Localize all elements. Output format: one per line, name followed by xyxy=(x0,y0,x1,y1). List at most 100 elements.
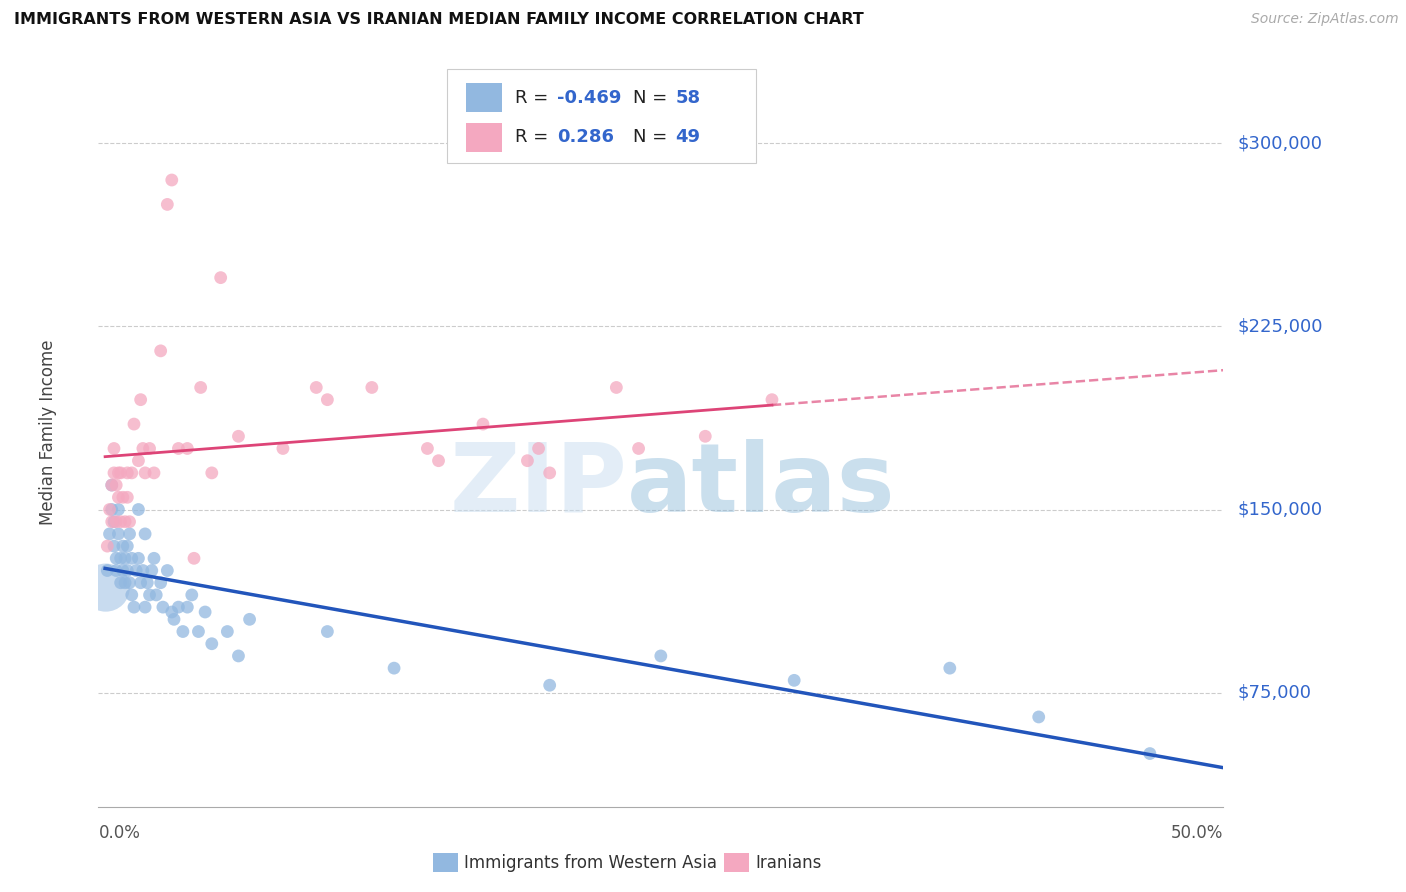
Point xyxy=(163,612,186,626)
Point xyxy=(217,624,239,639)
Point xyxy=(156,197,179,211)
Point xyxy=(129,575,152,590)
Point xyxy=(209,270,232,285)
Point xyxy=(305,380,328,394)
Point xyxy=(100,478,122,492)
Point xyxy=(110,551,132,566)
Point xyxy=(316,624,339,639)
Point xyxy=(98,527,121,541)
Point xyxy=(100,515,122,529)
Point xyxy=(538,678,561,692)
Text: Immigrants from Western Asia: Immigrants from Western Asia xyxy=(464,854,717,871)
Point xyxy=(145,588,167,602)
Point xyxy=(141,564,163,578)
Point xyxy=(176,600,198,615)
Point xyxy=(118,575,141,590)
Text: R =: R = xyxy=(515,128,554,146)
Text: Iranians: Iranians xyxy=(755,854,821,871)
Text: N =: N = xyxy=(633,128,672,146)
Point xyxy=(111,539,134,553)
Point xyxy=(132,564,155,578)
Point xyxy=(127,453,149,467)
Point xyxy=(110,466,132,480)
Text: $225,000: $225,000 xyxy=(1237,318,1323,335)
Point xyxy=(472,417,495,431)
Point xyxy=(201,466,224,480)
Point xyxy=(105,478,128,492)
Point xyxy=(114,515,136,529)
Text: 50.0%: 50.0% xyxy=(1171,824,1223,842)
Point xyxy=(382,661,405,675)
Point xyxy=(107,466,129,480)
Point xyxy=(201,637,224,651)
Point xyxy=(149,343,172,358)
FancyBboxPatch shape xyxy=(447,70,756,163)
Text: Source: ZipAtlas.com: Source: ZipAtlas.com xyxy=(1251,12,1399,26)
Point xyxy=(121,466,143,480)
Point xyxy=(118,527,141,541)
Point xyxy=(761,392,783,407)
Text: IMMIGRANTS FROM WESTERN ASIA VS IRANIAN MEDIAN FAMILY INCOME CORRELATION CHART: IMMIGRANTS FROM WESTERN ASIA VS IRANIAN … xyxy=(14,12,863,27)
Text: 0.286: 0.286 xyxy=(557,128,614,146)
Point xyxy=(134,466,156,480)
Point xyxy=(136,575,159,590)
Point xyxy=(127,551,149,566)
Point xyxy=(107,527,129,541)
Point xyxy=(627,442,650,456)
Text: $150,000: $150,000 xyxy=(1237,500,1322,518)
Point xyxy=(190,380,212,394)
Point xyxy=(271,442,294,456)
Point xyxy=(516,453,538,467)
Point xyxy=(172,624,194,639)
Point xyxy=(100,478,122,492)
Point xyxy=(316,392,339,407)
Text: atlas: atlas xyxy=(627,439,896,532)
Point xyxy=(121,588,143,602)
Point xyxy=(167,600,190,615)
Point xyxy=(228,429,250,443)
Point xyxy=(152,600,174,615)
Point xyxy=(239,612,262,626)
Point xyxy=(103,539,125,553)
Point xyxy=(416,442,439,456)
Point xyxy=(134,600,156,615)
Point xyxy=(1139,747,1161,761)
Text: 49: 49 xyxy=(675,128,700,146)
Point xyxy=(103,515,125,529)
Point xyxy=(114,575,136,590)
Point xyxy=(134,527,156,541)
Point xyxy=(105,515,128,529)
Text: 58: 58 xyxy=(675,88,700,107)
Point xyxy=(605,380,627,394)
Point xyxy=(117,539,139,553)
Point xyxy=(111,564,134,578)
Point xyxy=(100,502,122,516)
Point xyxy=(107,502,129,516)
Point xyxy=(527,442,550,456)
Point xyxy=(103,442,125,456)
Point xyxy=(194,605,217,619)
Point xyxy=(94,581,117,595)
Point xyxy=(695,429,717,443)
Point xyxy=(107,491,129,505)
Point xyxy=(783,673,806,688)
Point xyxy=(117,491,139,505)
Text: R =: R = xyxy=(515,88,554,107)
Point xyxy=(114,551,136,566)
Point xyxy=(427,453,450,467)
Text: ZIP: ZIP xyxy=(449,439,627,532)
Point xyxy=(110,575,132,590)
Text: Median Family Income: Median Family Income xyxy=(39,340,56,525)
Point xyxy=(117,564,139,578)
Point xyxy=(118,515,141,529)
Text: $300,000: $300,000 xyxy=(1237,135,1322,153)
Point xyxy=(167,442,190,456)
Point xyxy=(117,466,139,480)
Point xyxy=(176,442,198,456)
Point xyxy=(96,539,118,553)
Point xyxy=(103,466,125,480)
Point xyxy=(129,392,152,407)
Point xyxy=(538,466,561,480)
Point xyxy=(96,564,118,578)
Text: N =: N = xyxy=(633,88,672,107)
